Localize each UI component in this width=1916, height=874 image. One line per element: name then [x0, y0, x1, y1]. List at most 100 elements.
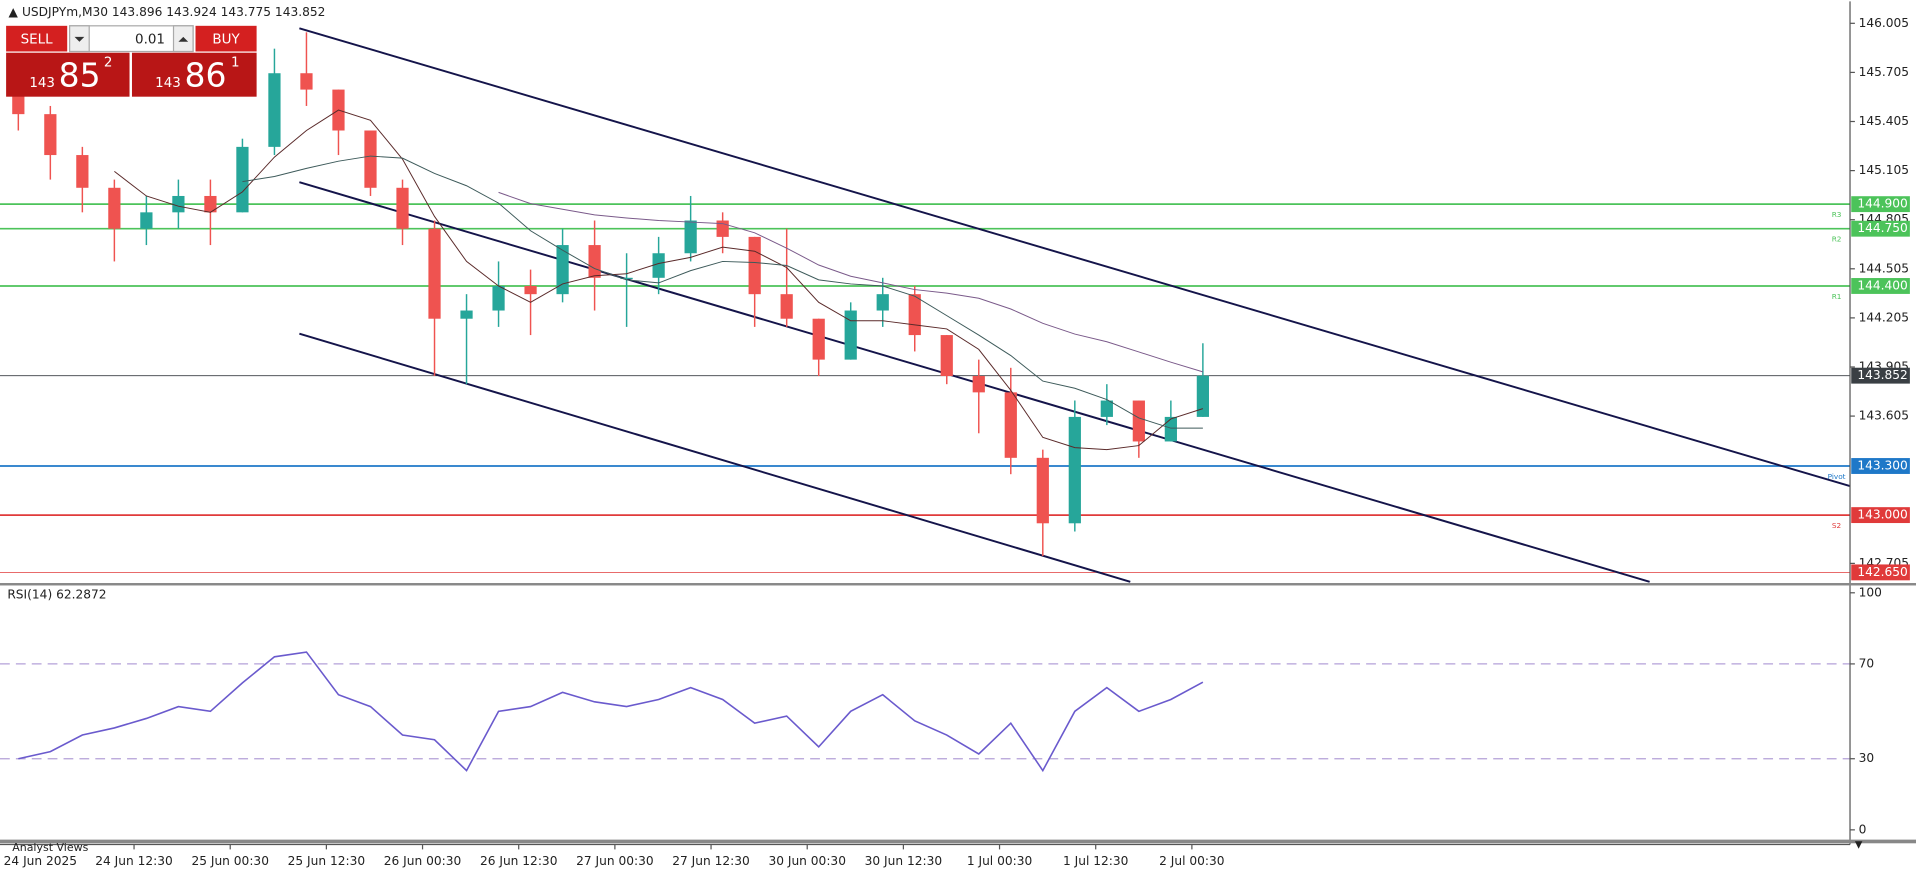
chart-header: USDJPYm,M30 143.896 143.924 143.775 143.…: [22, 5, 325, 19]
level-label: 143.852: [1857, 368, 1907, 382]
candle-body: [940, 335, 953, 376]
level-label: 144.750: [1857, 221, 1907, 235]
candle-body: [972, 375, 985, 393]
sell-label[interactable]: SELL: [21, 32, 54, 47]
price-tick-label: 143.605: [1859, 409, 1909, 423]
candle-body: [1164, 416, 1177, 442]
level-label-box: [1851, 367, 1910, 384]
candle-body: [1068, 416, 1081, 524]
ask-sup: 1: [231, 55, 240, 70]
ask-big: 143: [155, 76, 181, 91]
sell-button[interactable]: [6, 25, 68, 52]
candle-body: [460, 310, 473, 319]
lot-value[interactable]: 0.01: [135, 32, 165, 47]
down-arrow: [74, 36, 85, 42]
price-tick-label: 144.205: [1859, 310, 1909, 324]
candle-body: [1196, 375, 1209, 417]
bid-big: 143: [29, 76, 55, 91]
rsi-tick-label: 100: [1859, 585, 1882, 599]
candle-body: [364, 130, 377, 188]
level-label-box: [1851, 278, 1910, 294]
candle-body: [108, 187, 121, 229]
price-tick-label: 144.505: [1859, 261, 1909, 275]
level-label-box: [1851, 220, 1910, 237]
time-label: 30 Jun 12:30: [865, 854, 943, 868]
candle-body: [812, 318, 825, 360]
rsi-title: RSI(14) 62.2872: [7, 588, 106, 602]
candle-body: [876, 294, 889, 311]
candle-body: [172, 195, 185, 213]
time-label: 27 Jun 12:30: [672, 854, 750, 868]
time-label: 2 Jul 00:30: [1159, 854, 1224, 868]
buy-label[interactable]: BUY: [212, 32, 240, 47]
lot-box[interactable]: [69, 25, 194, 53]
candle-body: [492, 285, 505, 311]
bid-main: 85: [59, 56, 101, 95]
bid-box[interactable]: [6, 52, 130, 97]
price-tick-label: 145.705: [1859, 65, 1909, 79]
rsi-line: [18, 651, 1204, 773]
level-label-box: [1851, 507, 1910, 524]
level-label: 144.400: [1857, 278, 1907, 292]
level-tag: R3: [1832, 210, 1842, 219]
level-tag: Pivot: [1828, 472, 1846, 481]
candle-body: [268, 73, 281, 147]
ask-box[interactable]: [131, 52, 257, 97]
candle-body: [1132, 400, 1145, 442]
buy-button[interactable]: [195, 25, 257, 52]
level-label: 143.000: [1857, 508, 1907, 522]
axis-background: [1850, 1, 1916, 873]
candle-body: [908, 294, 921, 336]
candle-body: [204, 195, 217, 213]
candle-body: [428, 228, 441, 319]
price-tick-label: 145.405: [1859, 114, 1909, 128]
one-click-panel: SELL 0.01 BUY 143 85 2 143 86 1: [6, 25, 257, 97]
level-label-box: [1851, 564, 1910, 581]
candle-body: [652, 253, 665, 278]
candle-body: [140, 212, 153, 229]
candle-body: [396, 187, 409, 229]
candle-body: [1004, 392, 1017, 458]
candle-body: [236, 146, 249, 213]
candle-body: [524, 285, 537, 295]
candle-body: [76, 155, 89, 188]
candle-body: [1036, 457, 1049, 524]
menu-arrow[interactable]: ▲: [9, 5, 19, 19]
channel-line: [299, 27, 1852, 488]
time-label: 27 Jun 00:30: [576, 854, 654, 868]
level-label: 142.650: [1857, 565, 1907, 579]
moving-average: [498, 191, 1204, 373]
moving-average: [242, 155, 1203, 429]
moving-average: [114, 109, 1204, 451]
level-tag: S2: [1832, 521, 1841, 530]
time-label: 24 Jun 2025: [4, 854, 77, 868]
candle-body: [300, 73, 313, 90]
candle-body: [44, 114, 57, 156]
channel-line: [299, 332, 1131, 583]
ask-main: 86: [185, 56, 227, 95]
level-label-box: [1851, 458, 1910, 474]
candle-body: [780, 294, 793, 319]
rsi-tick-label: 30: [1859, 751, 1875, 765]
up-arrow: [178, 36, 189, 42]
candle-body: [748, 236, 761, 295]
candle-body: [620, 277, 633, 280]
bid-sup: 2: [104, 55, 113, 70]
level-tag: R2: [1832, 235, 1842, 244]
candle-body: [1100, 400, 1113, 417]
footer-tab[interactable]: Analyst Views: [12, 841, 88, 854]
scroll-marker: ▼: [1855, 840, 1863, 851]
time-label: 1 Jul 00:30: [967, 854, 1032, 868]
candle-body: [588, 245, 601, 278]
level-label: 143.300: [1857, 459, 1907, 473]
time-label: 26 Jun 00:30: [384, 854, 462, 868]
time-label: 1 Jul 12:30: [1063, 854, 1128, 868]
rsi-tick-label: 0: [1859, 822, 1867, 836]
price-tick-label: 146.005: [1859, 16, 1909, 30]
candle-body: [556, 245, 569, 295]
time-label: 26 Jun 12:30: [480, 854, 558, 868]
time-label: 24 Jun 12:30: [95, 854, 173, 868]
